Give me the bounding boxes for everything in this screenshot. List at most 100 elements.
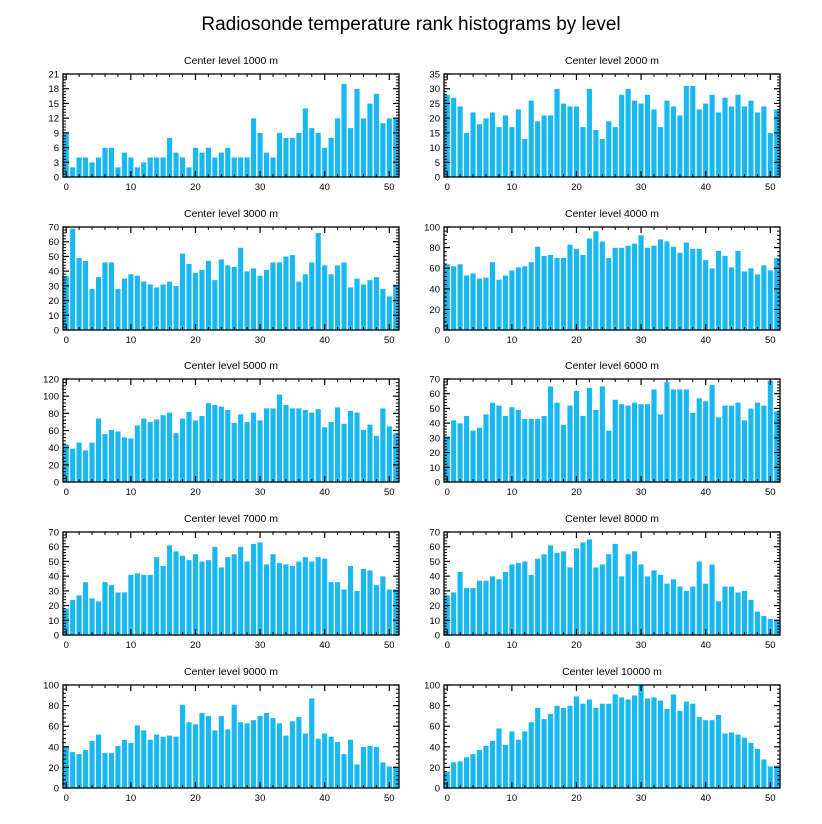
histogram-bar bbox=[373, 276, 380, 331]
y-tick-label: 25 bbox=[429, 99, 440, 110]
histogram-bar bbox=[186, 559, 192, 636]
histogram-bar bbox=[147, 157, 154, 178]
histogram-bar bbox=[586, 238, 593, 331]
histogram-panel: Center level 6000 m 0 10 20 30 40 50 0 10 20 30 40 5… bbox=[429, 360, 781, 498]
histogram-bar bbox=[89, 598, 95, 636]
histogram-bar bbox=[463, 756, 470, 789]
histogram-bar bbox=[741, 590, 748, 636]
histogram-bar bbox=[367, 570, 373, 636]
histogram-bar bbox=[140, 418, 147, 483]
histogram-bar bbox=[580, 126, 586, 178]
histogram-bar bbox=[127, 742, 134, 789]
histogram-bar bbox=[283, 564, 289, 636]
histogram-bar bbox=[483, 277, 489, 331]
x-tick-label: 40 bbox=[319, 793, 330, 804]
histogram-bar bbox=[315, 408, 322, 483]
histogram-bar bbox=[386, 426, 393, 483]
histogram-bar bbox=[644, 94, 651, 178]
histogram-bar bbox=[599, 703, 606, 789]
histogram-bar bbox=[463, 587, 470, 636]
histogram-bar bbox=[502, 415, 509, 483]
histogram-bar bbox=[270, 408, 276, 483]
histogram-bar bbox=[735, 94, 741, 178]
histogram-bar bbox=[250, 117, 257, 178]
histogram-bar bbox=[231, 422, 238, 483]
histogram-bar bbox=[257, 132, 263, 178]
histogram-bar bbox=[651, 245, 657, 331]
histogram-bar bbox=[592, 230, 599, 331]
histogram-bar bbox=[528, 574, 535, 636]
histogram-bar bbox=[295, 716, 302, 789]
histogram-bar bbox=[237, 721, 244, 789]
histogram-bar bbox=[224, 265, 231, 331]
histogram-bar bbox=[664, 100, 670, 178]
y-tick-label: 0 bbox=[54, 631, 59, 642]
histogram-bar bbox=[270, 262, 276, 331]
histogram-bar bbox=[192, 272, 199, 331]
histogram-bar bbox=[644, 698, 651, 789]
histogram-bar bbox=[638, 403, 644, 483]
y-tick-label: 30 bbox=[429, 84, 440, 95]
x-tick-label: 50 bbox=[384, 182, 395, 193]
histogram-bar bbox=[367, 745, 373, 789]
histogram-bar bbox=[69, 599, 76, 636]
y-tick-label: 20 bbox=[429, 601, 440, 612]
histogram-bar bbox=[573, 548, 580, 636]
histogram-bar bbox=[95, 734, 102, 789]
histogram-bar bbox=[767, 380, 774, 483]
y-tick-label: 10 bbox=[48, 616, 59, 627]
x-tick-label: 50 bbox=[384, 487, 395, 498]
histogram-bar bbox=[670, 246, 677, 331]
histogram-bar bbox=[147, 739, 154, 789]
histogram-bar bbox=[560, 550, 567, 636]
x-tick-label: 50 bbox=[765, 487, 776, 498]
histogram-bar bbox=[334, 741, 341, 789]
histogram-bar bbox=[605, 703, 612, 789]
histogram-bar bbox=[153, 734, 160, 789]
histogram-bar bbox=[211, 157, 218, 178]
histogram-bar bbox=[231, 266, 238, 331]
histogram-bar bbox=[580, 415, 586, 483]
histogram-bar bbox=[676, 389, 683, 483]
x-tick-label: 0 bbox=[64, 487, 69, 498]
histogram-bar bbox=[715, 250, 722, 331]
y-tick-label: 40 bbox=[429, 284, 440, 295]
histogram-bar bbox=[541, 718, 548, 789]
histogram-bar bbox=[199, 561, 205, 636]
histogram-bar bbox=[347, 410, 354, 483]
histogram-bar bbox=[592, 707, 599, 789]
histogram-bar bbox=[476, 749, 483, 789]
histogram-bar bbox=[334, 407, 341, 483]
histogram-bar bbox=[315, 232, 322, 331]
histogram-bar bbox=[367, 279, 373, 331]
histogram-bar bbox=[153, 556, 160, 636]
histogram-bar bbox=[250, 412, 257, 483]
y-tick-label: 20 bbox=[48, 460, 59, 471]
histogram-bar bbox=[115, 288, 121, 331]
histogram-bar bbox=[302, 273, 309, 331]
x-tick-label: 40 bbox=[700, 335, 711, 346]
histogram-bar bbox=[463, 132, 470, 178]
panel-frame bbox=[62, 73, 400, 178]
y-tick-label: 12 bbox=[48, 114, 59, 125]
x-tick-label: 40 bbox=[319, 487, 330, 498]
histogram-bar bbox=[476, 580, 483, 636]
y-tick-label: 100 bbox=[43, 681, 59, 692]
y-tick-label: 80 bbox=[429, 701, 440, 712]
histogram-bar bbox=[657, 126, 664, 178]
histogram-bar bbox=[722, 733, 728, 789]
histogram-bar bbox=[586, 88, 593, 178]
y-tick-label: 60 bbox=[429, 264, 440, 275]
histogram-bar bbox=[534, 707, 541, 789]
histogram-bar bbox=[657, 414, 664, 483]
histogram-panel: Center level 7000 m 0 10 20 30 40 50 0 10 20 30 40 5… bbox=[48, 513, 400, 651]
histogram-bar bbox=[250, 719, 257, 789]
histogram-bar bbox=[379, 575, 386, 636]
histogram-bar bbox=[683, 389, 690, 483]
histogram-bar bbox=[308, 412, 315, 483]
histogram-bar bbox=[625, 553, 632, 636]
histogram-bar bbox=[237, 247, 244, 331]
y-tick-label: 0 bbox=[435, 631, 440, 642]
histogram-bar bbox=[134, 167, 141, 178]
histogram-bar bbox=[754, 402, 761, 483]
